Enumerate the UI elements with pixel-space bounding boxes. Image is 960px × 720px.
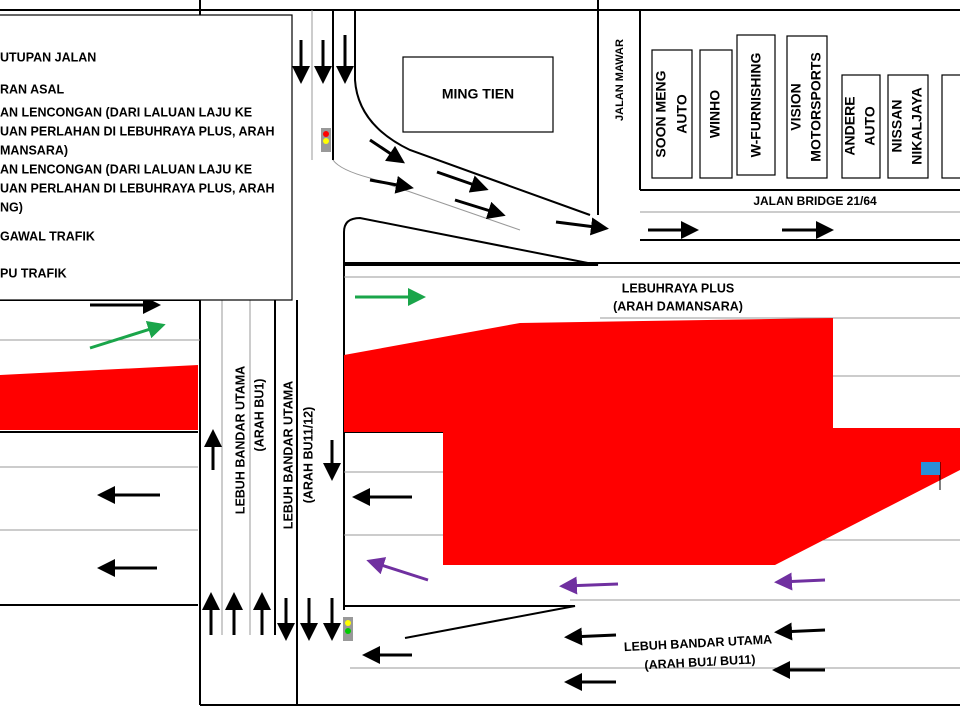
building-label: MING TIEN: [442, 86, 514, 102]
closure-area: [0, 365, 198, 430]
shop: [736, 34, 776, 176]
road-label: (ARAH DAMANSARA): [613, 299, 743, 313]
direction-arrow: [555, 217, 609, 236]
road-label: LEBUHRAYA PLUS: [622, 281, 735, 295]
shop-label: W-FURNISHING: [748, 53, 764, 158]
legend-item: AN LENCONGAN (DARI LALUAN LAJU KE: [0, 162, 252, 176]
direction-arrow: [774, 572, 826, 591]
legend-item: NG): [0, 200, 23, 214]
shop: [699, 49, 733, 179]
direction-arrow: [774, 622, 826, 641]
shop: [841, 74, 881, 179]
shop-label: SOON MENG: [653, 70, 669, 157]
shop-label: MOTORSPORTS: [808, 52, 824, 161]
closure-area: [344, 318, 960, 565]
legend-box: [0, 14, 293, 301]
shop-label: NISSAN: [889, 100, 905, 153]
shop-label: AUTO: [862, 106, 878, 146]
shop: [651, 49, 693, 179]
legend-item: AN LENCONGAN (DARI LALUAN LAJU KE: [0, 105, 252, 119]
legend-item: GAWAL TRAFIK: [0, 229, 95, 243]
legend-item: RAN ASAL: [0, 82, 64, 96]
road-label: LEBUH BANDAR UTAMA: [233, 366, 247, 514]
shop-label: VISION: [788, 83, 804, 130]
legend-item: PU TRAFIK: [0, 266, 67, 280]
road-label: (ARAH BU11/12): [301, 407, 315, 504]
shop: [887, 74, 929, 179]
legend-item: UTUPAN JALAN: [0, 50, 96, 64]
shop-label: WINHO: [707, 90, 723, 138]
building: [402, 56, 554, 133]
shop-label: ANDERE: [842, 96, 858, 155]
road-label: JALAN BRIDGE 21/64: [753, 194, 877, 208]
shop: [786, 35, 828, 179]
shop: [941, 74, 960, 179]
direction-arrow: [436, 170, 489, 193]
road-label: JALAN MAWAR: [614, 39, 626, 121]
arrows: [89, 35, 834, 691]
flag: [921, 462, 940, 475]
direction-arrow: [369, 138, 405, 164]
legend-item: MANSARA): [0, 143, 68, 157]
legend-item: UAN PERLAHAN DI LEBUHRAYA PLUS, ARAH: [0, 124, 275, 138]
traffic-lights: [321, 128, 941, 641]
buildings: [402, 34, 960, 179]
direction-arrow: [369, 175, 414, 194]
direction-arrow: [559, 576, 619, 595]
legend-item: UAN PERLAHAN DI LEBUHRAYA PLUS, ARAH: [0, 181, 275, 195]
direction-arrow: [454, 198, 506, 220]
direction-arrow: [366, 557, 429, 582]
road-label: (ARAH BU1): [252, 379, 266, 452]
road-label: (ARAH BU1/ BU11): [644, 652, 756, 672]
shop-label: NIKALJAYA: [909, 87, 925, 165]
legend: UTUPAN JALAN RAN ASAL AN LENCONGAN (DARI…: [0, 50, 275, 280]
shop-label: AUTO: [674, 94, 690, 134]
direction-arrow: [564, 627, 617, 646]
road-closures: [0, 318, 960, 565]
road-label: LEBUH BANDAR UTAMA: [281, 381, 295, 529]
direction-arrow: [89, 321, 166, 350]
